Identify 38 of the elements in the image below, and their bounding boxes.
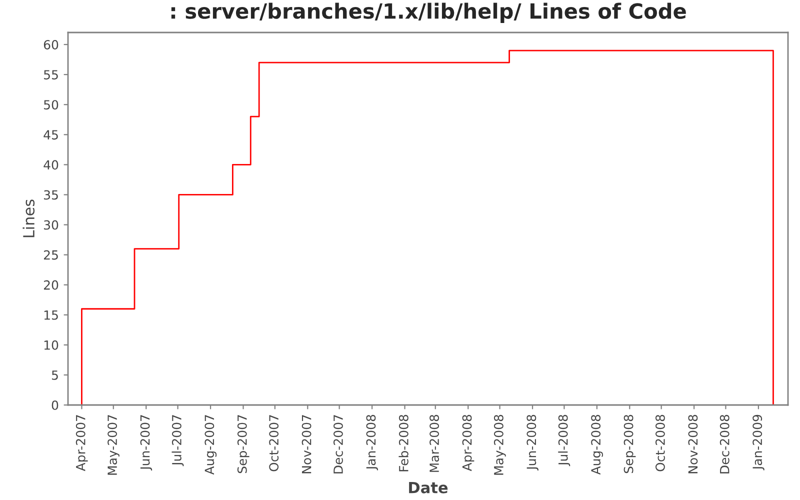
y-tick-label: 5 — [52, 370, 58, 380]
x-tick-label: Oct-2008 — [655, 414, 665, 472]
y-tick-label: 10 — [44, 340, 58, 350]
chart-title: : server/branches/1.x/lib/help/ Lines of Code — [171, 2, 686, 23]
y-tick-label: 20 — [44, 280, 58, 290]
y-tick-label: 40 — [44, 160, 58, 170]
y-tick-label: 45 — [44, 130, 58, 140]
x-tick-label: Jul-2008 — [558, 414, 570, 466]
x-tick-label: Jan-2008 — [366, 414, 378, 470]
x-axis-title: Date — [409, 482, 448, 494]
x-tick-label: Feb-2008 — [398, 414, 408, 472]
x-tick-label: Nov-2007 — [302, 415, 312, 474]
y-tick-label: 30 — [44, 220, 58, 230]
x-tick-label: Aug-2008 — [591, 414, 603, 475]
y-tick-label: 25 — [44, 250, 58, 260]
x-tick-label: Nov-2008 — [688, 414, 698, 474]
x-tick-label: Dec-2008 — [720, 414, 730, 474]
y-tick-label: 60 — [44, 40, 58, 50]
x-tick-label: Apr-2008 — [462, 414, 474, 472]
x-tick-label: Jun-2007 — [140, 415, 152, 471]
x-tick-label: Dec-2007 — [333, 415, 343, 474]
x-tick-label: Oct-2007 — [269, 415, 279, 472]
x-tick-label: May-2007 — [108, 415, 120, 475]
x-tick-label: Apr-2007 — [76, 415, 88, 472]
x-tick-label: Aug-2007 — [204, 415, 217, 475]
y-tick-label: 35 — [44, 190, 58, 200]
x-tick-label: Sep-2008 — [624, 414, 636, 474]
y-axis-title: Lines — [22, 200, 35, 238]
y-tick-label: 55 — [44, 70, 58, 80]
y-tick-label: 50 — [44, 100, 58, 110]
y-tick-label: 0 — [52, 400, 58, 410]
x-tick-label: May-2008 — [494, 414, 506, 475]
x-tick-label: Mar-2008 — [430, 414, 440, 472]
x-tick-label: Jan-2009 — [752, 414, 764, 470]
x-tick-label: Sep-2007 — [237, 415, 250, 474]
x-tick-label: Jul-2007 — [172, 415, 184, 466]
y-tick-label: 15 — [44, 310, 58, 320]
x-tick-label: Jun-2008 — [526, 414, 538, 471]
